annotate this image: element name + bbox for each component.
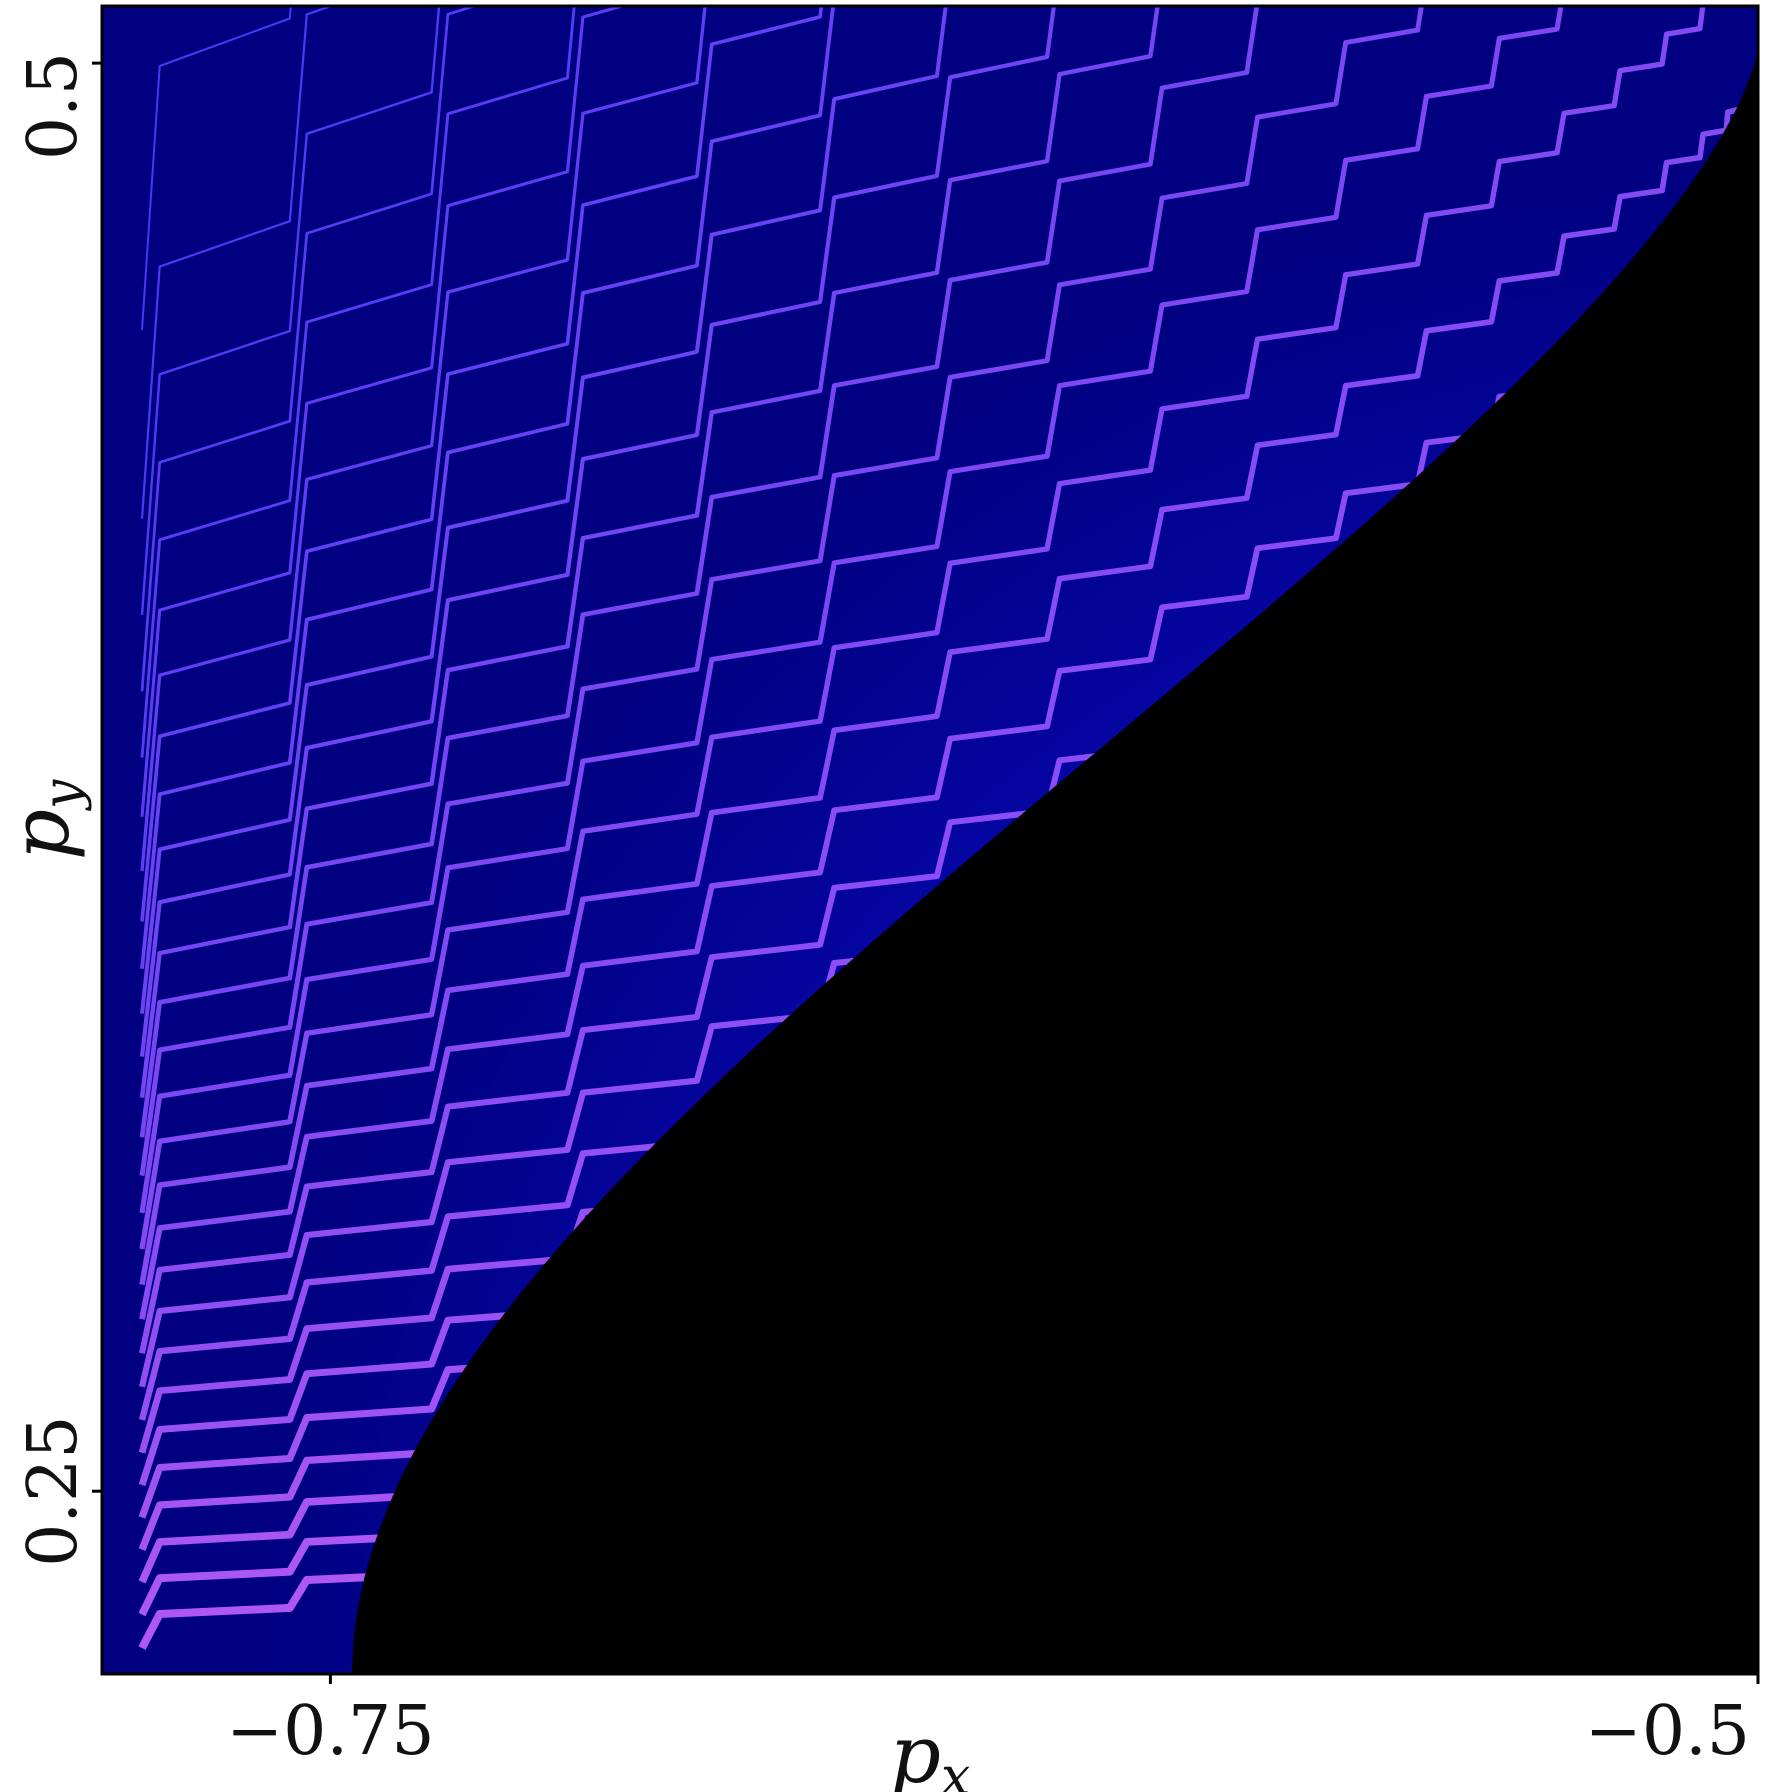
- heatmap-stripe: [139, 106, 1739, 1286]
- heatmap-stripe: [140, 6, 707, 872]
- heatmap-stripe: [139, 6, 1564, 1214]
- plot-frame: [100, 4, 1760, 1676]
- heatmap-stripe: [139, 6, 1424, 1176]
- x-tick-label: −0.5: [1585, 1692, 1750, 1771]
- heatmap-stripe: [140, 6, 628, 817]
- heatmap-stripe: [139, 6, 1260, 1138]
- x-tick-label: −0.75: [226, 1692, 434, 1771]
- y-tick-label: 0.25: [14, 1415, 93, 1566]
- plot-area: [100, 4, 1760, 1676]
- heatmap-stripe: [140, 6, 824, 922]
- heatmap-stripe: [140, 6, 948, 1014]
- heatmap-stripe: [140, 6, 836, 969]
- y-axis-ticks: 0.25 0.5: [14, 52, 102, 1567]
- heatmap-stripe: [139, 6, 1160, 1098]
- heatmap-empty-region: [102, 26, 1758, 1674]
- heatmap-stripe: [139, 6, 1057, 1057]
- x-axis-ticks: −0.75 −0.5: [226, 1674, 1760, 1771]
- y-axis-label: py: [0, 779, 93, 860]
- heatmap-stripe: [139, 6, 1706, 1250]
- heatmap-stripe: [140, 6, 576, 758]
- y-tick-label: 0.5: [14, 52, 93, 160]
- x-axis-label: px: [890, 1708, 971, 1792]
